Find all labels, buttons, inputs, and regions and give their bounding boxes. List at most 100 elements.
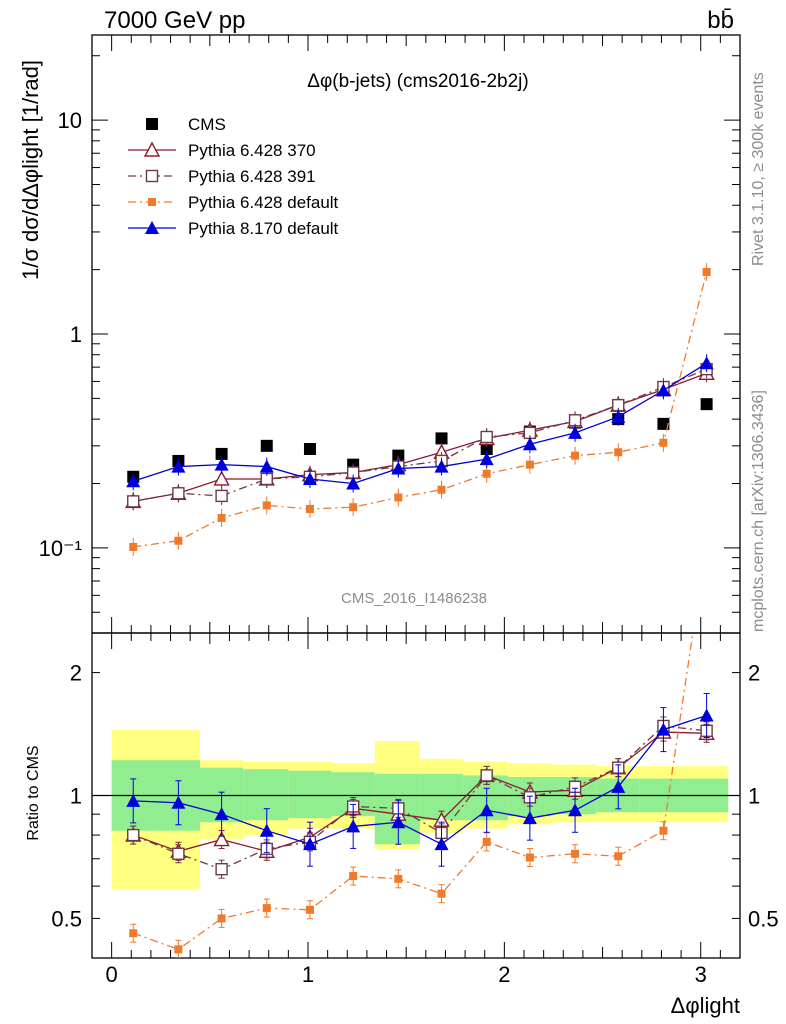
data-point [143,141,161,157]
data-point [702,267,711,276]
data-point [657,417,670,430]
data-point [349,872,358,881]
data-point [215,489,228,503]
legend-label: Pythia 6.428 default [188,193,339,212]
data-point [656,722,671,736]
data-point [213,831,230,847]
y-tick-label: 2 [70,661,82,686]
x-tick-label: 1 [302,962,314,987]
legend-label: Pythia 6.428 391 [188,167,316,186]
legend-entry: Pythia 8.170 default [128,219,339,238]
ratio-line [133,714,707,845]
data-point [215,862,228,876]
main-panel: 10⁻¹ 1 10 [39,34,741,634]
data-point [305,504,314,513]
x-axis-label: Δφlight [671,993,740,1018]
inner-band [288,770,332,819]
series-line [133,271,708,548]
data-point [479,452,494,466]
data-point [435,432,448,445]
data-point [568,803,583,817]
main-ylabel: 1/σ dσ/dΔφlight [1/rad] [18,60,43,280]
data-point [302,837,317,851]
legend-entry: Pythia 6.428 391 [128,167,316,186]
series-line [133,368,707,503]
data-point [262,501,271,510]
y-tick-label-right: 0.5 [748,906,779,931]
data-point [522,811,537,825]
inner-band [243,769,289,821]
data-point [171,459,186,473]
data-point [614,852,623,861]
data-point [434,459,449,473]
y-tick-label: 1 [70,784,82,809]
data-point [303,442,316,455]
data-point [148,198,156,206]
side-text-top: Rivet 3.1.10, ≥ 300k events [750,72,767,266]
x-tick-label: 2 [498,962,510,987]
data-point [214,457,229,471]
data-point [480,442,493,455]
data-point [259,823,274,837]
ratio-ylabel: Ratio to CMS [25,745,42,840]
data-point [659,438,668,447]
data-point [568,425,583,439]
data-point [659,826,668,835]
data-point [146,118,158,130]
data-point [480,769,493,782]
data-point [129,929,138,938]
data-point [571,849,580,858]
data-point [391,461,406,475]
header-right: bb̄ [707,7,734,34]
data-point [129,542,138,551]
legend-entry: Pythia 6.428 370 [128,141,316,160]
ratio-series-pythia-6-428-default [129,633,694,958]
data-point [525,853,534,862]
data-point [349,503,358,512]
data-point [614,448,623,457]
series-pythia-8-170-default [126,354,714,493]
data-point [482,837,491,846]
data-point [434,837,449,851]
data-point [127,828,140,842]
data-point [215,447,228,460]
data-point [260,439,273,452]
main-title: Δφ(b-jets) (cms2016-2b2j) [307,71,528,92]
data-point [392,449,405,462]
data-point [437,889,446,898]
legend-label: Pythia 6.428 370 [188,141,316,160]
watermark: CMS_2016_I1486238 [341,590,487,607]
y-tick-label: 1 [70,322,82,347]
data-point [571,451,580,460]
data-point [482,469,491,478]
y-tick-label: 0.5 [51,906,82,931]
header-left: 7000 GeV pp [104,7,245,34]
data-point [172,847,185,860]
y-tick-label: 10⁻¹ [39,536,82,561]
legend-label: CMS [188,115,226,134]
series-pythia-6-428-default [129,262,711,556]
data-point [346,819,361,833]
data-point [259,459,274,473]
data-point [213,470,230,486]
data-point [127,495,140,508]
series-pythia-6-428-370 [125,364,715,511]
data-point [214,807,229,821]
data-point [522,437,537,451]
data-point [611,779,626,793]
data-point [217,513,226,522]
data-point [479,803,494,817]
series-line [133,362,707,485]
data-point [700,398,713,411]
x-tick-label: 0 [106,962,118,987]
data-point [302,471,317,485]
data-point [394,493,403,502]
ratio-line [132,725,707,870]
data-point [699,708,714,722]
data-point [525,460,534,469]
ratio-line [133,633,694,951]
data-point [391,815,406,829]
y-tick-label-right: 1 [748,784,760,809]
data-point [126,474,141,488]
